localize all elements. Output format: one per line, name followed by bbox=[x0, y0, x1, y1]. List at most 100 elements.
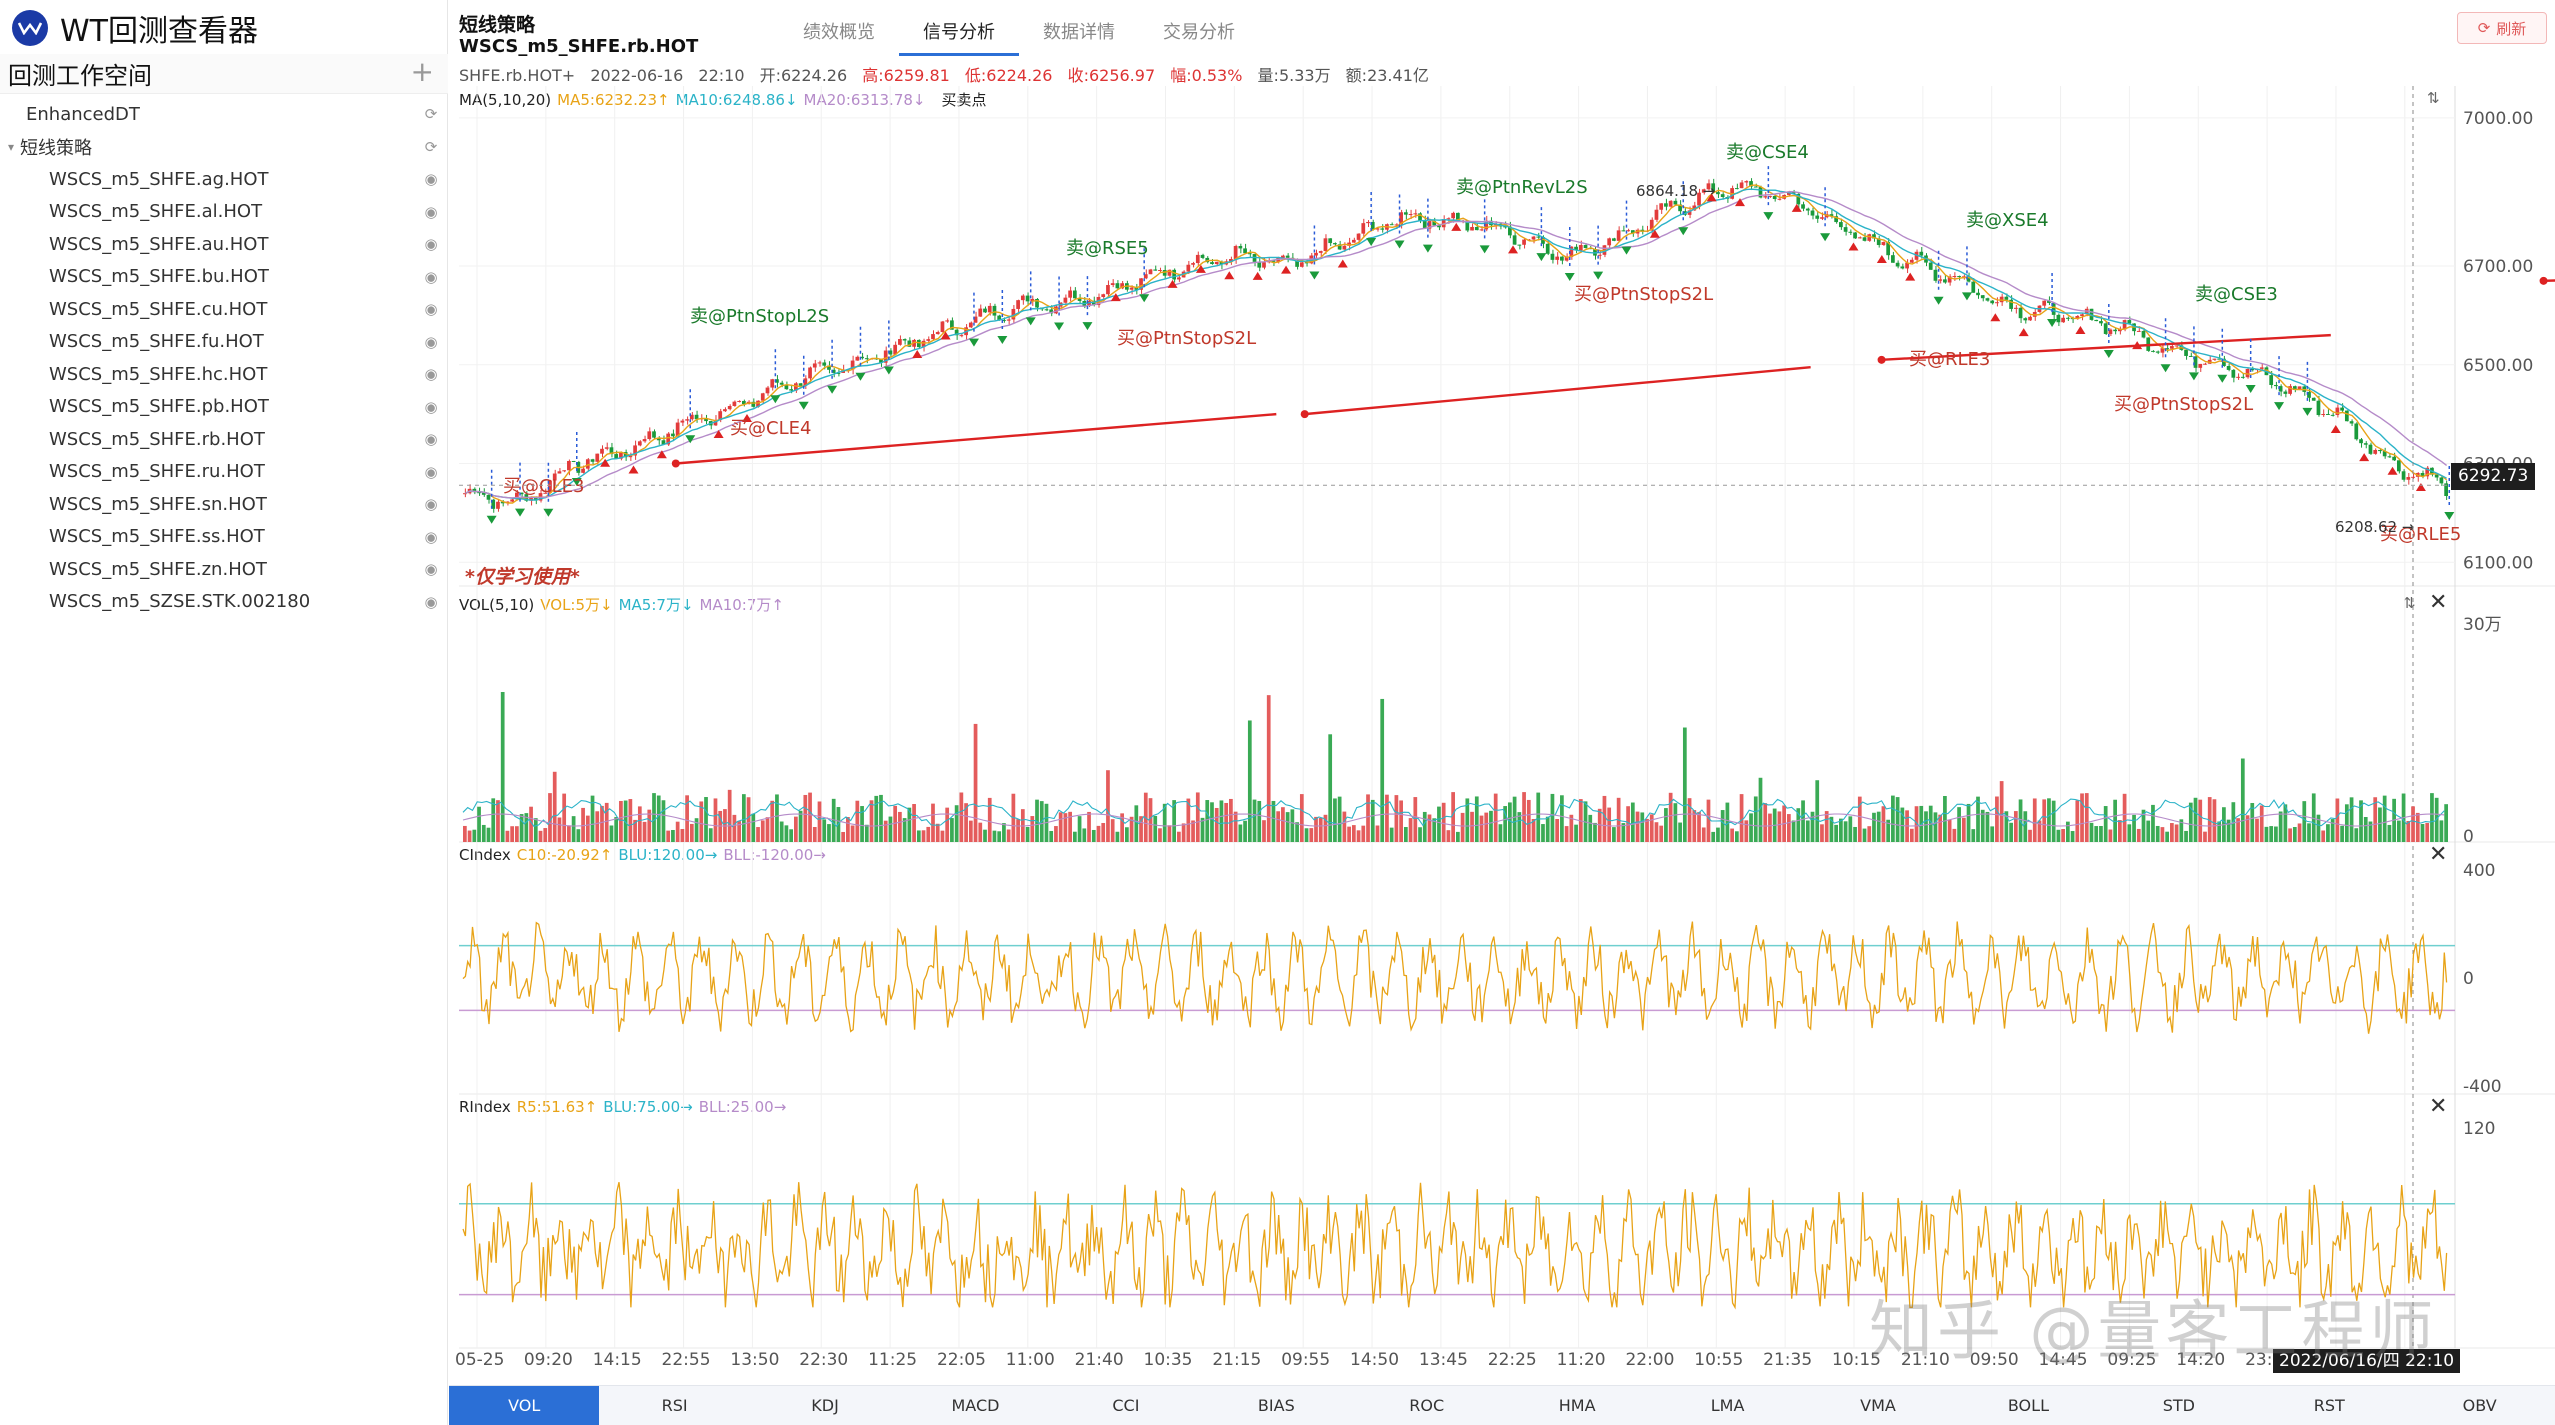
strategy-item[interactable]: WSCS_m5_SHFE.fu.HOT ◉ bbox=[0, 326, 448, 359]
strategy-item[interactable]: WSCS_m5_SHFE.ss.HOT ◉ bbox=[0, 521, 448, 554]
candle-body bbox=[770, 379, 775, 388]
strategy-item[interactable]: WSCS_m5_SHFE.zn.HOT ◉ bbox=[0, 553, 448, 586]
candle-body bbox=[1484, 220, 1489, 230]
eye-icon[interactable]: ◉ bbox=[424, 527, 438, 546]
eye-icon[interactable]: ◉ bbox=[424, 202, 438, 221]
indicator-kdj[interactable]: KDJ bbox=[811, 1396, 839, 1415]
sell-arrow bbox=[2302, 407, 2313, 416]
candle-body bbox=[486, 494, 491, 500]
candle-body bbox=[666, 433, 671, 445]
tab-0[interactable]: 绩效概览 bbox=[803, 22, 875, 43]
refresh-icon[interactable]: ⟳ bbox=[424, 105, 438, 123]
volume-bar bbox=[964, 803, 968, 842]
candle-body bbox=[628, 455, 633, 458]
add-icon[interactable]: + bbox=[410, 55, 434, 88]
indicator-lma[interactable]: LMA bbox=[1710, 1396, 1745, 1415]
volume-bar bbox=[2359, 800, 2363, 842]
volume-bar bbox=[2042, 799, 2047, 842]
strategy-item[interactable]: WSCS_m5_SHFE.au.HOT ◉ bbox=[0, 228, 448, 261]
strategy-item[interactable]: WSCS_m5_SHFE.ru.HOT ◉ bbox=[0, 456, 448, 489]
strategy-item[interactable]: WSCS_m5_SZSE.STK.002180 ◉ bbox=[0, 586, 448, 619]
volume-bar bbox=[950, 818, 954, 842]
refresh-button[interactable]: ⟳ 刷新 bbox=[2457, 12, 2547, 44]
signal-label: 买@CLE3 bbox=[503, 476, 584, 497]
volume-bar bbox=[1474, 796, 1479, 842]
strategy-item[interactable]: WSCS_m5_SHFE.ag.HOT ◉ bbox=[0, 163, 448, 196]
rindex-close-icon[interactable]: ✕ bbox=[2429, 1094, 2448, 1119]
candle-body bbox=[1550, 253, 1555, 260]
indicator-vma[interactable]: VMA bbox=[1860, 1396, 1896, 1415]
eye-icon[interactable]: ◉ bbox=[424, 495, 438, 513]
indicator-bias[interactable]: BIAS bbox=[1257, 1396, 1295, 1415]
volume-bar bbox=[708, 828, 713, 842]
strategy-item[interactable]: WSCS_m5_SHFE.bu.HOT ◉ bbox=[0, 261, 448, 294]
indicator-roc[interactable]: ROC bbox=[1409, 1396, 1445, 1415]
eye-icon[interactable]: ◉ bbox=[424, 332, 438, 351]
volume-bar bbox=[1063, 813, 1068, 842]
volume-bar bbox=[699, 801, 704, 842]
eye-icon[interactable]: ◉ bbox=[424, 592, 438, 611]
volume-bar bbox=[1484, 812, 1489, 842]
indicator-obv[interactable]: OBV bbox=[2462, 1396, 2497, 1415]
eye-icon[interactable]: ◉ bbox=[424, 397, 438, 416]
group-item[interactable]: ▾ 短线策略 ⟳ bbox=[0, 131, 448, 164]
eye-icon[interactable]: ◉ bbox=[424, 267, 438, 286]
volume-bar bbox=[1356, 830, 1361, 842]
indicator-rst[interactable]: RST bbox=[2313, 1396, 2345, 1415]
indicator-cci[interactable]: CCI bbox=[1112, 1396, 1140, 1415]
pane-settings-icon[interactable]: ⇅ bbox=[2427, 89, 2440, 107]
volume-bar bbox=[647, 809, 652, 842]
vol-close-icon[interactable]: ✕ bbox=[2429, 590, 2448, 615]
caret-down-icon[interactable]: ▾ bbox=[8, 139, 15, 154]
volume-bar bbox=[864, 824, 869, 842]
chart-canvas[interactable]: 05-25 09:20 14:15 22:55 13:50 22:30 11:25 22:05… bbox=[449, 0, 2555, 1385]
indicator-vol[interactable]: VOL bbox=[449, 1386, 600, 1425]
group-item[interactable]: EnhancedDT ⟳ bbox=[0, 98, 448, 131]
volume-bar bbox=[1167, 825, 1172, 842]
signals-toggle[interactable]: 买卖点 bbox=[941, 91, 987, 109]
candle-body bbox=[661, 440, 666, 445]
indicator-hma[interactable]: HMA bbox=[1558, 1396, 1596, 1415]
trade-point bbox=[671, 459, 680, 468]
candle-body bbox=[1214, 261, 1219, 265]
indicator-std[interactable]: STD bbox=[2162, 1396, 2195, 1415]
eye-icon[interactable]: ◉ bbox=[424, 560, 438, 578]
indicator-boll[interactable]: BOLL bbox=[2007, 1396, 2049, 1415]
indicator-rsi[interactable]: RSI bbox=[661, 1396, 688, 1415]
strategy-item[interactable]: WSCS_m5_SHFE.hc.HOT ◉ bbox=[0, 358, 448, 391]
strategy-item[interactable]: WSCS_m5_SHFE.pb.HOT ◉ bbox=[0, 391, 448, 424]
eye-icon[interactable]: ◉ bbox=[424, 170, 438, 188]
buy-arrow bbox=[741, 414, 752, 423]
eye-icon[interactable]: ◉ bbox=[424, 235, 438, 253]
volume-bar bbox=[2382, 795, 2387, 842]
refresh-icon[interactable]: ⟳ bbox=[424, 137, 438, 156]
volume-bar bbox=[1891, 795, 1895, 842]
candle-body bbox=[992, 305, 997, 316]
vol-settings-icon[interactable]: ⇅ bbox=[2403, 594, 2416, 612]
eye-icon[interactable]: ◉ bbox=[424, 300, 438, 318]
volume-bar bbox=[954, 805, 959, 842]
candle-body bbox=[481, 492, 486, 495]
eye-icon[interactable]: ◉ bbox=[424, 462, 438, 481]
volume-bar bbox=[888, 816, 893, 842]
indicator-macd[interactable]: MACD bbox=[951, 1396, 1000, 1415]
candle-body bbox=[2222, 358, 2226, 367]
volume-bar bbox=[661, 800, 666, 842]
tab-3[interactable]: 交易分析 bbox=[1163, 22, 1235, 43]
strategy-item[interactable]: WSCS_m5_SHFE.rb.HOT ◉ bbox=[0, 423, 448, 456]
eye-icon[interactable]: ◉ bbox=[424, 430, 438, 448]
tab-1[interactable]: 信号分析 bbox=[899, 14, 1019, 56]
buy-arrow bbox=[1876, 255, 1887, 264]
candle-body bbox=[571, 460, 576, 462]
sell-arrow bbox=[1678, 227, 1689, 236]
volume-bar bbox=[1162, 803, 1167, 842]
cindex-close-icon[interactable]: ✕ bbox=[2429, 842, 2448, 867]
candle-body bbox=[642, 439, 647, 442]
volume-bar bbox=[2155, 825, 2160, 842]
eye-icon[interactable]: ◉ bbox=[424, 365, 438, 383]
strategy-item[interactable]: WSCS_m5_SHFE.cu.HOT ◉ bbox=[0, 293, 448, 326]
strategy-item[interactable]: WSCS_m5_SHFE.sn.HOT ◉ bbox=[0, 488, 448, 521]
tab-2[interactable]: 数据详情 bbox=[1043, 22, 1115, 43]
volume-bar bbox=[2340, 825, 2344, 842]
strategy-item[interactable]: WSCS_m5_SHFE.al.HOT ◉ bbox=[0, 196, 448, 229]
